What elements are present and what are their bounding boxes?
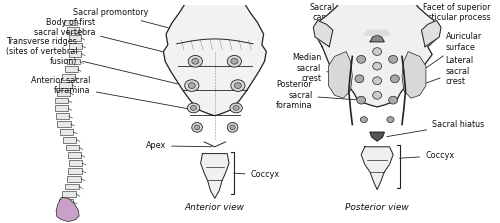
Polygon shape	[56, 197, 79, 222]
Bar	[65, 184, 79, 190]
Bar	[55, 98, 68, 103]
Bar	[64, 66, 78, 72]
Ellipse shape	[355, 75, 364, 83]
Bar	[64, 19, 77, 25]
Polygon shape	[370, 132, 384, 141]
Ellipse shape	[192, 122, 202, 132]
Polygon shape	[164, 0, 266, 116]
Bar	[62, 74, 75, 80]
Ellipse shape	[190, 105, 196, 110]
Bar	[68, 160, 82, 166]
Ellipse shape	[372, 62, 382, 70]
Ellipse shape	[388, 56, 398, 63]
Text: Sacral hiatus: Sacral hiatus	[387, 120, 484, 137]
Text: Posterior
sacral
foramina: Posterior sacral foramina	[276, 81, 358, 110]
Ellipse shape	[188, 83, 196, 89]
Text: Coccyx: Coccyx	[234, 170, 280, 180]
Polygon shape	[402, 52, 426, 98]
Bar	[55, 105, 68, 111]
Bar	[56, 90, 70, 96]
Ellipse shape	[228, 122, 238, 132]
Text: Median
sacral
crest: Median sacral crest	[292, 53, 374, 83]
Text: Body: Body	[367, 5, 388, 27]
Ellipse shape	[231, 80, 245, 91]
Ellipse shape	[372, 48, 382, 56]
Ellipse shape	[194, 125, 200, 130]
Text: Body of first
sacral vertebra: Body of first sacral vertebra	[34, 18, 199, 61]
Ellipse shape	[388, 96, 398, 104]
Ellipse shape	[390, 75, 400, 83]
Bar	[68, 35, 81, 41]
Text: Sacral promontory: Sacral promontory	[73, 8, 212, 39]
Ellipse shape	[233, 105, 239, 110]
Ellipse shape	[372, 91, 382, 99]
Polygon shape	[370, 35, 384, 42]
Text: Facet of superior
articular process: Facet of superior articular process	[424, 3, 491, 27]
Bar	[59, 82, 72, 88]
Ellipse shape	[357, 56, 366, 63]
Text: Posterior view: Posterior view	[346, 203, 409, 212]
Ellipse shape	[360, 117, 368, 122]
Ellipse shape	[231, 58, 238, 64]
Bar	[63, 137, 76, 142]
Bar	[67, 27, 80, 33]
Ellipse shape	[192, 58, 199, 64]
Polygon shape	[200, 154, 229, 198]
Polygon shape	[315, 0, 439, 107]
Polygon shape	[361, 147, 393, 190]
Text: Transverse ridges
(sites of vertebral
fusion): Transverse ridges (sites of vertebral fu…	[6, 37, 194, 88]
Ellipse shape	[387, 117, 394, 122]
Bar	[70, 43, 82, 49]
Ellipse shape	[230, 103, 242, 113]
Ellipse shape	[357, 96, 366, 104]
Bar	[67, 59, 80, 64]
Ellipse shape	[234, 83, 242, 89]
Bar	[69, 51, 82, 57]
Ellipse shape	[184, 80, 199, 91]
Bar	[58, 121, 71, 127]
Text: Anterior sacral
foramina: Anterior sacral foramina	[32, 76, 192, 109]
Text: Apex: Apex	[146, 141, 212, 150]
Text: Auricular
surface: Auricular surface	[424, 32, 482, 69]
Text: Sacral
canal: Sacral canal	[310, 3, 374, 36]
Bar	[68, 152, 81, 158]
Bar	[60, 199, 74, 205]
Polygon shape	[364, 30, 390, 35]
Bar	[62, 192, 76, 197]
Bar	[60, 129, 74, 135]
Text: Anterior view: Anterior view	[185, 203, 245, 212]
Bar	[67, 176, 81, 182]
Ellipse shape	[188, 56, 202, 67]
Bar	[68, 168, 82, 174]
Bar	[66, 145, 79, 150]
Polygon shape	[422, 21, 441, 47]
Text: Lateral
sacral
crest: Lateral sacral crest	[408, 56, 474, 89]
Text: Coccyx: Coccyx	[400, 151, 454, 160]
Bar	[56, 113, 69, 119]
Polygon shape	[328, 52, 352, 98]
Ellipse shape	[228, 56, 241, 67]
Polygon shape	[314, 21, 333, 47]
Ellipse shape	[372, 77, 382, 85]
Ellipse shape	[188, 103, 200, 113]
Ellipse shape	[230, 125, 235, 130]
